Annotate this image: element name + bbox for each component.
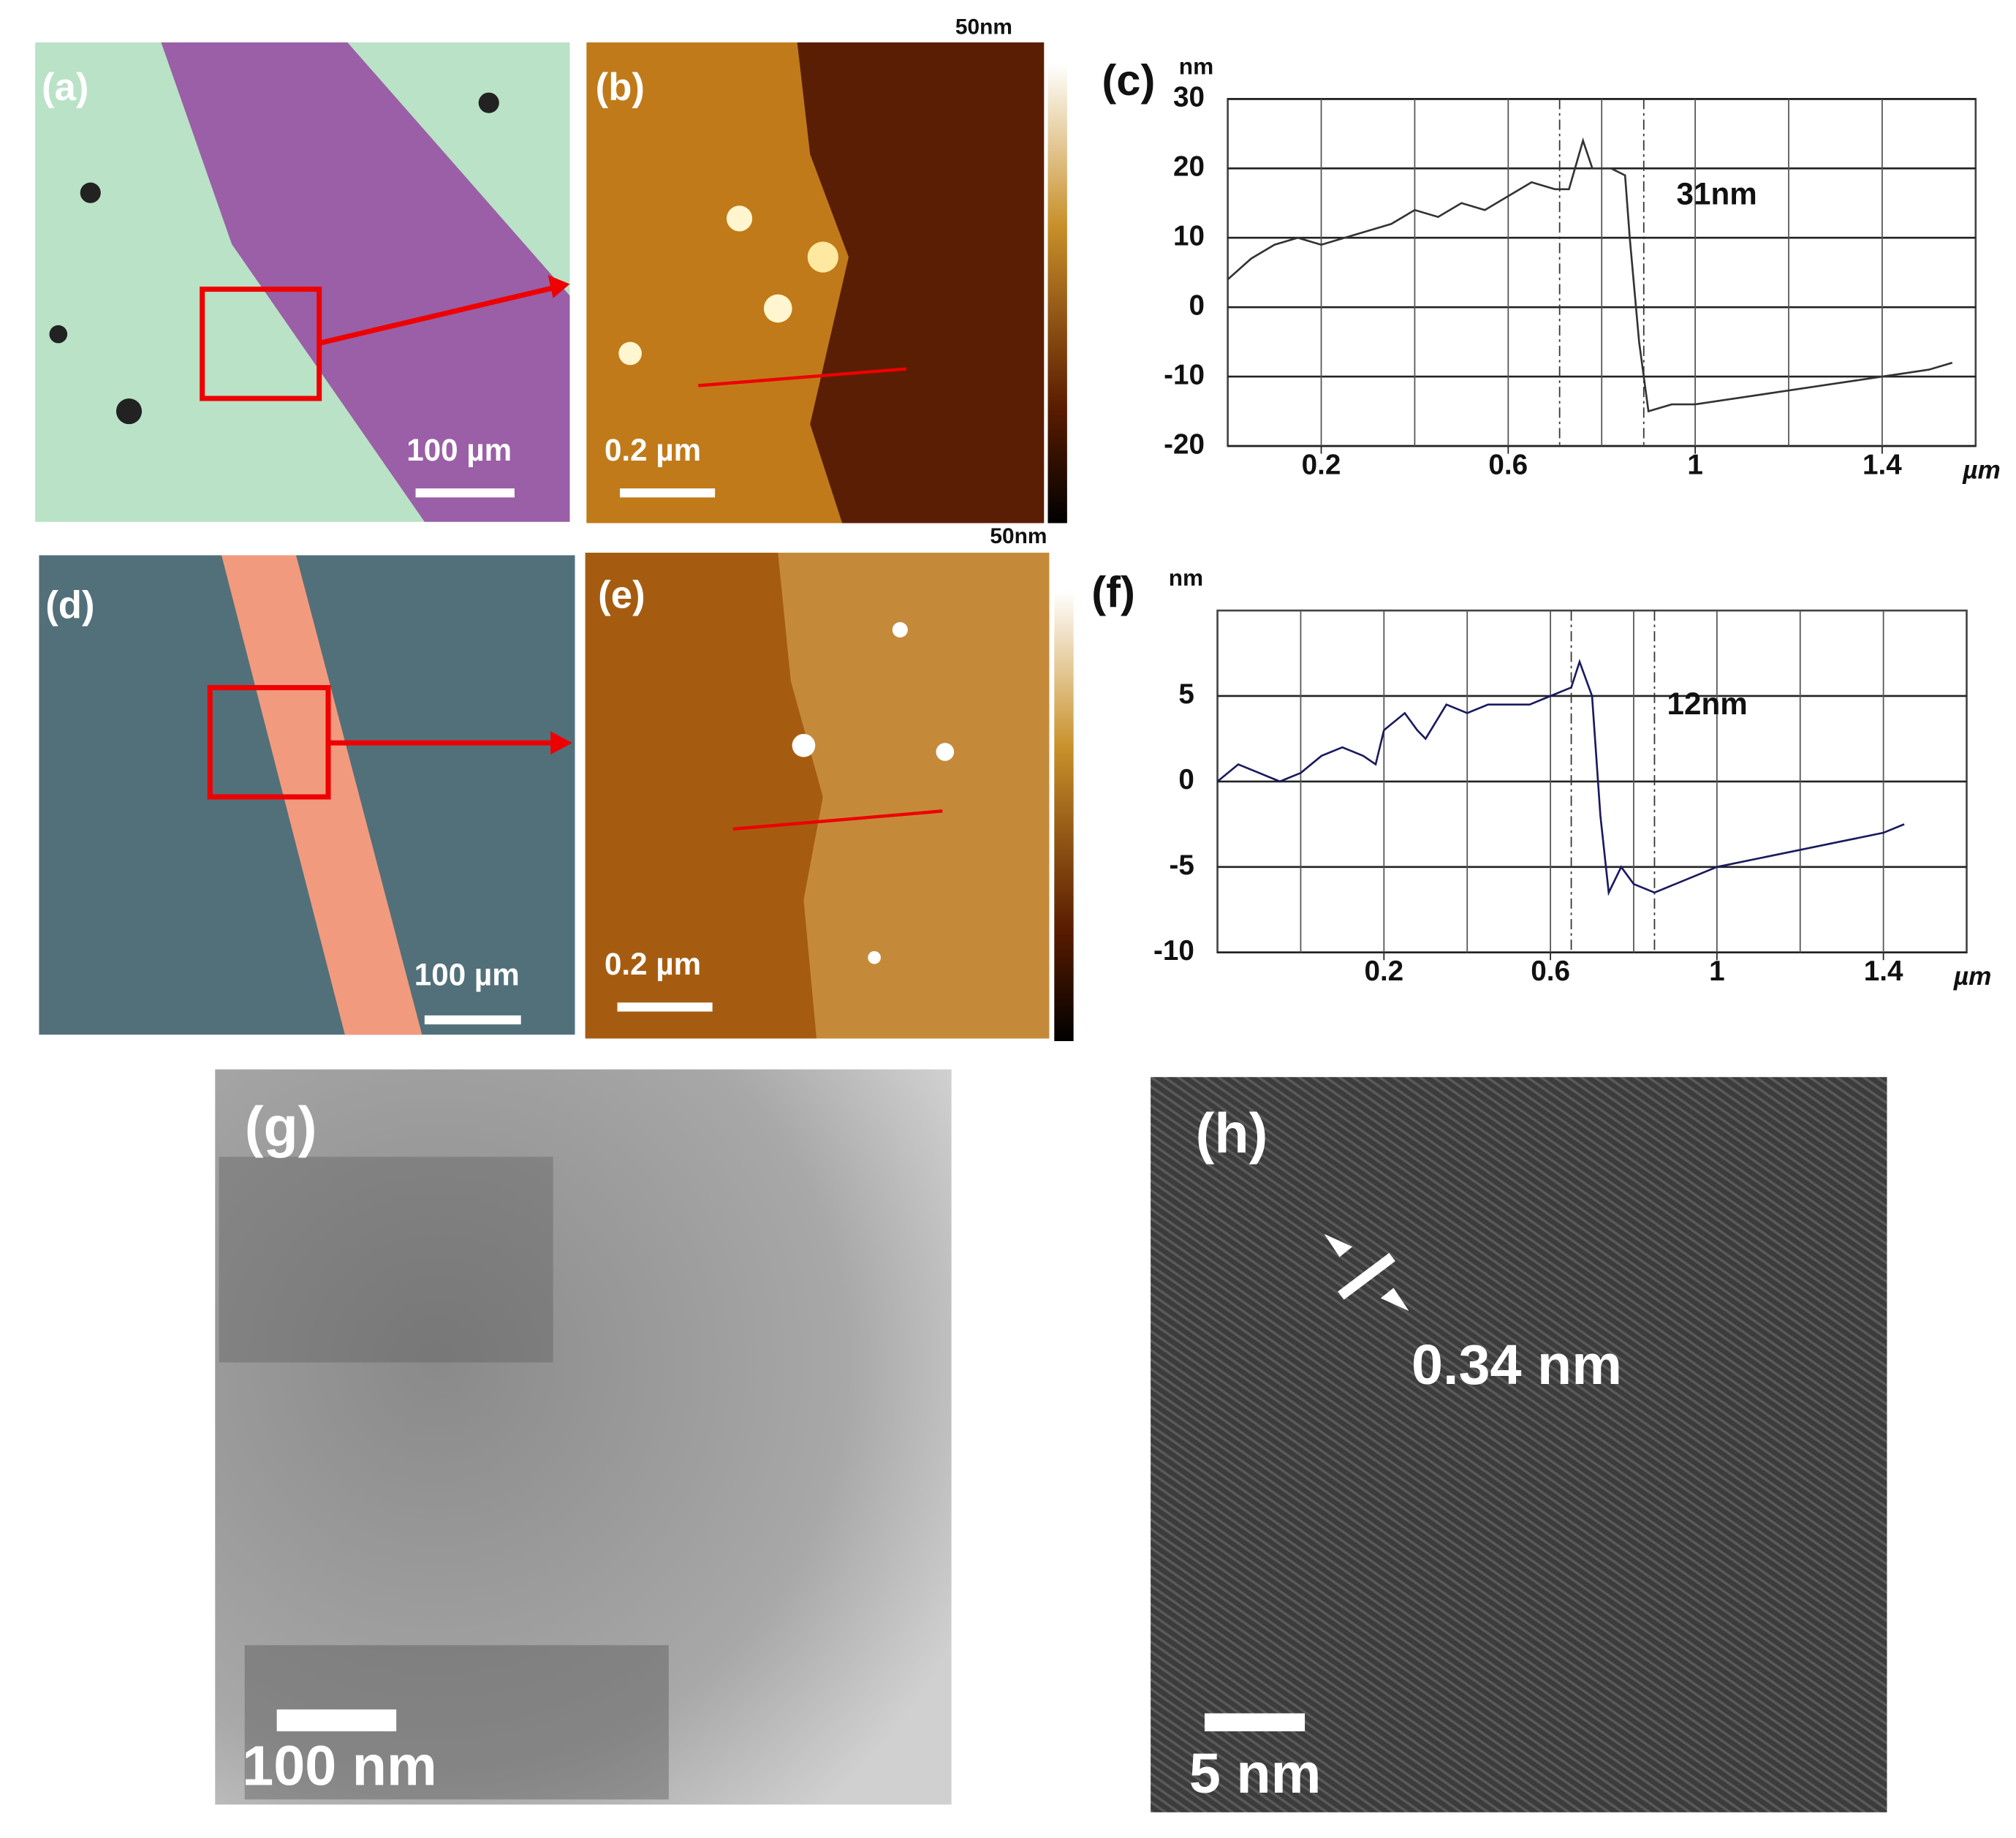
panel-a: (a) 100 µm xyxy=(35,42,570,522)
y-unit: nm xyxy=(1179,53,1213,80)
colorbar-label: 50nm xyxy=(955,15,1012,39)
panel-d: (d) 100 µm xyxy=(39,555,575,1035)
annotation: 0.34 nm xyxy=(1411,1334,1622,1396)
x-unit: µm xyxy=(1962,455,2001,484)
y-tick-label: 0 xyxy=(1189,290,1205,321)
y-tick-label: -10 xyxy=(1164,359,1205,390)
panel-label: (f) xyxy=(1091,567,1135,616)
annotation: 12nm xyxy=(1667,687,1748,721)
y-tick-label: 10 xyxy=(1173,220,1205,252)
panel-label: (b) xyxy=(596,66,645,109)
scale-label: 0.2 µm xyxy=(605,433,701,467)
x-tick-label: 1.4 xyxy=(1862,449,1902,480)
panel-g: (g) 100 nm xyxy=(215,1069,952,1805)
x-tick-label: 0.6 xyxy=(1531,956,1570,987)
panel-h: (h) 5 nm 0.34 nm xyxy=(1151,1077,1887,1812)
x-tick-label: 0.2 xyxy=(1302,449,1341,480)
panel-label: (h) xyxy=(1196,1102,1268,1165)
colorbar-label: 50nm xyxy=(990,524,1047,548)
panel-label: (e) xyxy=(598,573,645,616)
scale-label: 5 nm xyxy=(1189,1742,1322,1805)
y-unit: nm xyxy=(1169,564,1203,591)
scale-label: 100 nm xyxy=(242,1734,437,1797)
scale-label: 100 µm xyxy=(406,433,512,467)
x-unit: µm xyxy=(1953,962,1992,991)
x-tick-label: 0.2 xyxy=(1364,956,1403,987)
y-tick-label: 20 xyxy=(1173,151,1205,183)
y-tick-label: 5 xyxy=(1178,678,1194,710)
y-tick-label: -20 xyxy=(1164,428,1205,460)
annotation: 31nm xyxy=(1677,176,1757,211)
scale-label: 100 µm xyxy=(414,957,520,991)
panel-label: (g) xyxy=(245,1096,317,1159)
y-tick-label: -5 xyxy=(1170,850,1194,881)
data-line xyxy=(1216,659,1905,896)
y-tick-label: 0 xyxy=(1178,764,1194,795)
y-tick-label: 30 xyxy=(1173,82,1205,113)
data-line xyxy=(1227,137,1953,413)
x-tick-label: 1.4 xyxy=(1864,956,1903,987)
panel-label: (a) xyxy=(42,66,88,109)
x-tick-label: 1 xyxy=(1687,449,1703,480)
panel-e: (e) 0.2 µm 50nm xyxy=(585,524,1074,1042)
x-tick-label: 1 xyxy=(1709,956,1725,987)
scale-label: 0.2 µm xyxy=(605,947,701,981)
panel-b: (b) 0.2 µm 50nm xyxy=(586,15,1067,523)
y-tick-label: -10 xyxy=(1153,935,1194,967)
panel-label: (d) xyxy=(45,583,94,627)
x-tick-label: 0.6 xyxy=(1488,449,1528,480)
panel-label: (c) xyxy=(1102,56,1155,105)
